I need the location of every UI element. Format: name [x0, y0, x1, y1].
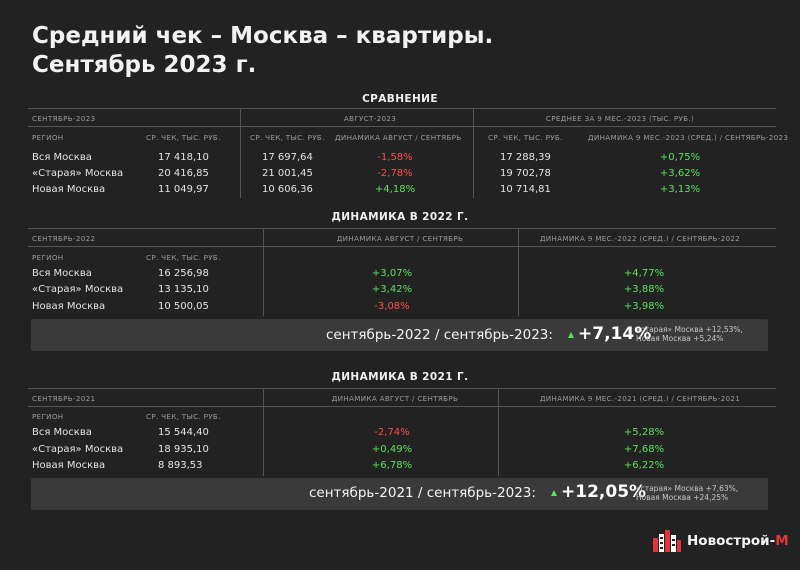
col-header-avg9: СРЕДНЕЕ ЗА 9 МЕС.-2023 (ТЫС. РУБ.) [545, 114, 695, 123]
divider [28, 388, 776, 389]
header-avg-sep: СР. ЧЕК, ТЫС. РУБ. [146, 133, 221, 142]
cell-aug: 21 001,45 [262, 168, 313, 179]
divider [498, 388, 499, 476]
col-header-sep2021: СЕНТЯБРЬ-2021 [32, 394, 96, 403]
region-label: «Старая» Москва [32, 284, 124, 295]
up-arrow-icon [568, 332, 574, 338]
cell-dyn: -2,74% [374, 427, 410, 438]
col-header-dyn: ДИНАМИКА АВГУСТ / СЕНТЯБРЬ [331, 394, 459, 403]
region-label: Вся Москва [32, 427, 92, 438]
cell-avg9: 10 714,81 [500, 184, 551, 195]
divider [263, 388, 264, 476]
cell-dyn9: +3,13% [659, 184, 701, 195]
brand-name-main: Новострой- [687, 533, 776, 549]
cell-avg: 18 935,10 [158, 444, 209, 455]
building-icon [653, 530, 681, 552]
col-header-aug2023: АВГУСТ-2023 [343, 114, 397, 123]
dyn2022-heading: ДИНАМИКА В 2022 Г. [331, 211, 469, 223]
cell-aug: 17 697,64 [262, 152, 313, 163]
divider [263, 228, 264, 316]
header-dyn-9m: ДИНАМИКА 9 МЕС.-2023 (СРЕД.) / СЕНТЯБРЬ-… [588, 133, 789, 142]
header-avg-9m: СР. ЧЕК, ТЫС. РУБ. [488, 133, 563, 142]
col-header-dyn9: ДИНАМИКА 9 МЕС.-2022 (СРЕД.) / СЕНТЯБРЬ-… [539, 234, 741, 243]
cell-aug: 10 606,36 [262, 184, 313, 195]
region-label: Новая Москва [32, 460, 106, 471]
divider [28, 108, 776, 109]
page-title: Средний чек – Москва – квартиры. Сентябр… [32, 22, 632, 80]
cell-dyn9: +3,88% [623, 284, 665, 295]
header-region: РЕГИОН [32, 133, 64, 142]
dyn2021-heading: ДИНАМИКА В 2021 Г. [331, 371, 469, 383]
col-header-sep2022: СЕНТЯБРЬ-2022 [32, 234, 96, 243]
cell-dyn9: +5,28% [623, 427, 665, 438]
cell-avg9: 19 702,78 [500, 168, 551, 179]
divider [28, 246, 776, 247]
cell-avg: 8 893,53 [158, 460, 203, 471]
region-label: Вся Москва [32, 268, 92, 279]
summary-label: сентябрь-2021 / сентябрь-2023: [309, 485, 536, 501]
cell-dyn: -3,08% [374, 301, 410, 312]
brand-name-accent: М [775, 533, 789, 549]
region-label: Новая Москва [32, 184, 106, 195]
cell-dyn: +4,18% [374, 184, 416, 195]
cell-dyn: +0,49% [371, 444, 413, 455]
summary-value: +12,05% [561, 482, 647, 502]
cell-sep: 20 416,85 [158, 168, 209, 179]
header-avg-aug: СР. ЧЕК, ТЫС. РУБ. [250, 133, 325, 142]
cell-dyn: -2,78% [377, 168, 413, 179]
cell-dyn9: +0,75% [659, 152, 701, 163]
cell-avg: 13 135,10 [158, 284, 209, 295]
cell-dyn9: +3,62% [659, 168, 701, 179]
divider [28, 228, 776, 229]
title-line-2: Сентябрь 2023 г. [32, 52, 257, 78]
cell-dyn9: +3,98% [623, 301, 665, 312]
header-region: РЕГИОН [32, 412, 64, 421]
cell-dyn9: +4,77% [623, 268, 665, 279]
cell-avg: 16 256,98 [158, 268, 209, 279]
summary-bar-2022 [31, 319, 768, 351]
summary-note-1: «старая» Москва +7,63%, [636, 484, 739, 493]
col-header-dyn9: ДИНАМИКА 9 МЕС.-2021 (СРЕД.) / СЕНТЯБРЬ-… [539, 394, 741, 403]
divider [28, 126, 776, 127]
cell-dyn: +3,07% [371, 268, 413, 279]
summary-label: сентябрь-2022 / сентябрь-2023: [326, 327, 553, 343]
region-label: Новая Москва [32, 301, 106, 312]
title-line-1: Средний чек – Москва – квартиры. [32, 23, 494, 49]
divider [473, 108, 474, 198]
divider [518, 228, 519, 316]
divider [28, 406, 776, 407]
region-label: «Старая» Москва [32, 444, 124, 455]
divider [240, 108, 241, 198]
col-header-sep2023: СЕНТЯБРЬ-2023 [32, 114, 96, 123]
comparison-heading: СРАВНЕНИЕ [362, 93, 438, 105]
header-avg: СР. ЧЕК, ТЫС. РУБ. [146, 412, 221, 421]
brand-name: Новострой-М [687, 533, 789, 549]
cell-sep: 17 418,10 [158, 152, 209, 163]
cell-sep: 11 049,97 [158, 184, 209, 195]
cell-dyn9: +6,22% [623, 460, 665, 471]
summary-note-2: Новая Москва +5,24% [636, 334, 724, 343]
summary-note-1: «старая» Москва +12,53%, [636, 325, 743, 334]
cell-dyn: -1,58% [377, 152, 413, 163]
col-header-dyn: ДИНАМИКА АВГУСТ / СЕНТЯБРЬ [336, 234, 464, 243]
region-label: «Старая» Москва [32, 168, 124, 179]
cell-avg: 10 500,05 [158, 301, 209, 312]
cell-dyn9: +7,68% [623, 444, 665, 455]
cell-dyn: +3,42% [371, 284, 413, 295]
header-avg: СР. ЧЕК, ТЫС. РУБ. [146, 253, 221, 262]
header-dyn-aug-sep: ДИНАМИКА АВГУСТ / СЕНТЯБРЬ [335, 133, 462, 142]
cell-dyn: +6,78% [371, 460, 413, 471]
summary-bar-2021 [31, 478, 768, 510]
cell-avg9: 17 288,39 [500, 152, 551, 163]
region-label: Вся Москва [32, 152, 92, 163]
up-arrow-icon [551, 490, 557, 496]
cell-avg: 15 544,40 [158, 427, 209, 438]
summary-value: +7,14% [578, 324, 652, 344]
summary-note-2: Новая Москва +24,25% [636, 493, 729, 502]
header-region: РЕГИОН [32, 253, 64, 262]
